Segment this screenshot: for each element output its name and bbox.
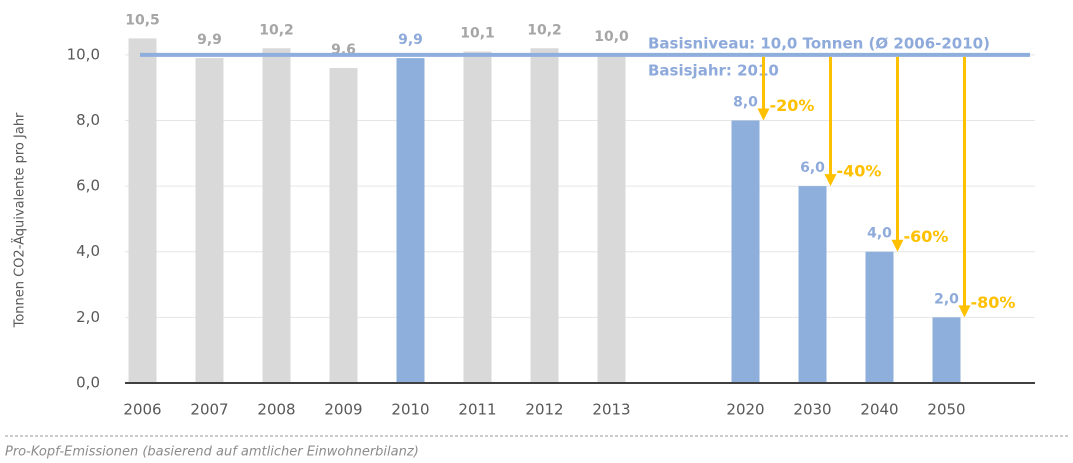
value-label: 10,2	[527, 22, 562, 38]
x-tick-label: 2050	[927, 401, 965, 419]
x-tick-label: 2040	[860, 401, 898, 419]
x-tick-label: 2008	[257, 401, 295, 419]
reduction-label: -20%	[770, 96, 815, 115]
reduction-arrowhead	[757, 108, 770, 121]
bar	[798, 186, 827, 383]
value-label: 9,9	[398, 32, 423, 48]
baseline-label: Basisniveau: 10,0 Tonnen (Ø 2006-2010)	[648, 34, 990, 52]
x-tick-label: 2007	[190, 401, 228, 419]
value-label: 10,2	[259, 22, 294, 38]
y-tick-label: 6,0	[76, 177, 100, 195]
x-tick-label: 2010	[391, 401, 429, 419]
bar	[597, 54, 626, 384]
bar	[396, 58, 425, 383]
bar	[128, 38, 157, 384]
value-label: 10,5	[125, 12, 160, 28]
x-tick-label: 2012	[525, 401, 563, 419]
value-label: 6,0	[800, 160, 825, 176]
y-tick-label: 2,0	[76, 308, 100, 326]
x-tick-label: 2011	[458, 401, 496, 419]
bar	[463, 51, 492, 383]
y-axis-label: Tonnen CO2-Äquivalente pro Jahr	[12, 112, 28, 328]
bar	[262, 48, 291, 383]
y-tick-label: 8,0	[76, 111, 100, 129]
value-label: 10,0	[594, 29, 629, 45]
value-label: 9,9	[197, 32, 222, 48]
x-tick-label: 2020	[726, 401, 764, 419]
bar	[731, 120, 760, 384]
y-tick-label: 10,0	[67, 45, 100, 63]
reduction-label: -80%	[971, 293, 1016, 312]
value-label: 2,0	[934, 291, 959, 307]
value-label: 4,0	[867, 226, 892, 242]
value-label: 8,0	[733, 94, 758, 110]
bar	[865, 251, 894, 383]
x-tick-label: 2013	[592, 401, 630, 419]
footnote: Pro-Kopf-Emissionen (basierend auf amtli…	[5, 445, 419, 460]
reduction-arrowhead	[958, 305, 971, 318]
value-label: 10,1	[460, 26, 495, 42]
reduction-label: -60%	[904, 227, 949, 246]
bar	[530, 48, 559, 383]
reduction-arrowhead	[891, 239, 904, 252]
reduction-label: -40%	[837, 162, 882, 181]
bar	[195, 58, 224, 383]
baseline-year-label: Basisjahr: 2010	[648, 61, 779, 79]
x-tick-label: 2006	[123, 401, 161, 419]
x-tick-label: 2009	[324, 401, 362, 419]
bar	[932, 317, 961, 383]
bar	[329, 67, 358, 383]
y-tick-label: 0,0	[76, 374, 100, 392]
x-tick-label: 2030	[793, 401, 831, 419]
reduction-arrowhead	[824, 174, 837, 187]
y-tick-label: 4,0	[76, 242, 100, 260]
